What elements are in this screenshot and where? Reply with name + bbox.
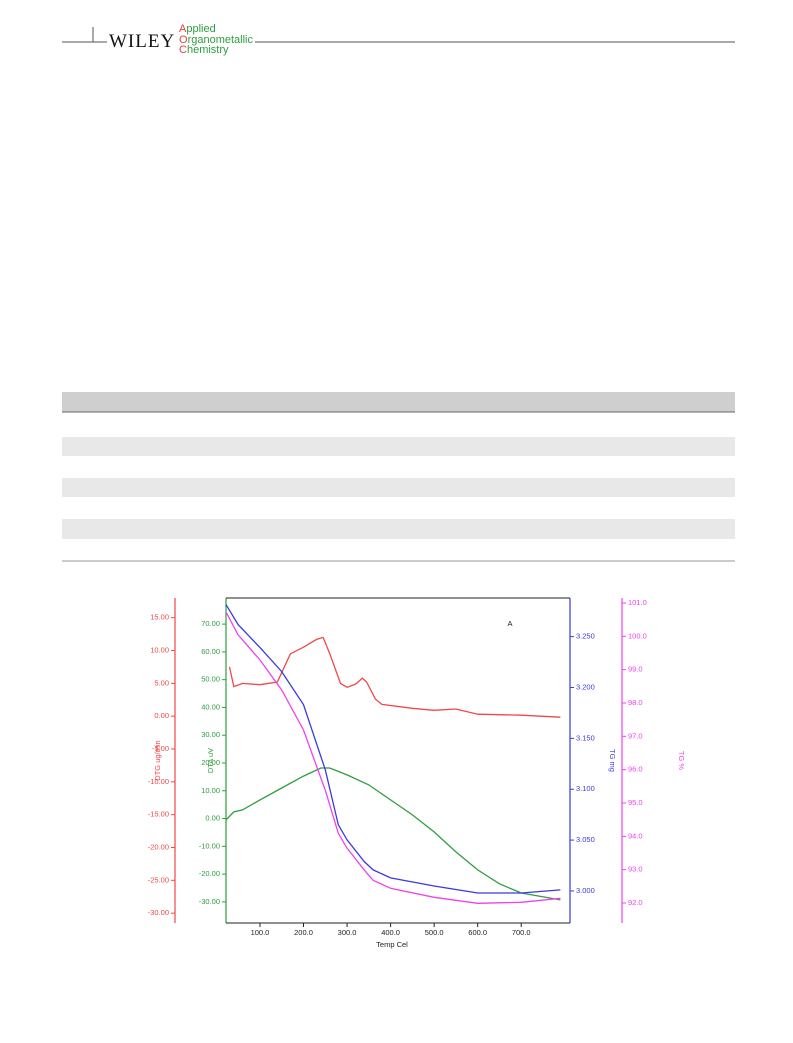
y-axis-title: TG % <box>677 751 686 770</box>
x-tick-label: 700.0 <box>512 928 531 937</box>
y-axis-title: TG mg <box>608 749 617 772</box>
y-tick-label: 95.0 <box>628 798 643 807</box>
y-axis-title: DTG ug/min <box>153 740 162 780</box>
y-tick-label: 99.0 <box>628 665 643 674</box>
y-tick-label: 100.0 <box>628 631 647 640</box>
table-stripe <box>62 519 735 539</box>
y-tick-label: 3.200 <box>576 682 595 691</box>
x-axis-title: Temp Cel <box>376 940 408 949</box>
x-tick-label: 100.0 <box>251 928 270 937</box>
y-tick-label: 3.250 <box>576 632 595 641</box>
table-stripe <box>62 437 735 456</box>
table-header <box>62 392 735 412</box>
y-tick-label: 30.00 <box>201 730 220 739</box>
y-tick-label: 97.0 <box>628 731 643 740</box>
y-tick-label: -30.00 <box>199 897 220 906</box>
y-axis-title: DTA uV <box>206 748 215 773</box>
y-tick-label: -10.00 <box>148 777 169 786</box>
y-tick-label: 10.00 <box>150 646 169 655</box>
data-line <box>225 611 561 904</box>
y-tick-label: -10.00 <box>199 841 220 850</box>
journal-name: Applied Organometallic Chemistry <box>177 24 255 56</box>
y-tick-label: 10.00 <box>201 786 220 795</box>
journal-word: Organometallic <box>179 33 253 46</box>
y-tick-label: 3.000 <box>576 886 595 895</box>
y-tick-label: 98.0 <box>628 698 643 707</box>
x-tick-label: 200.0 <box>294 928 313 937</box>
y-tick-label: -25.00 <box>148 875 169 884</box>
y-tick-label: 96.0 <box>628 765 643 774</box>
y-tick-label: 0.00 <box>154 711 169 720</box>
data-line <box>228 636 561 718</box>
y-tick-label: 20.00 <box>201 758 220 767</box>
y-tick-label: 3.150 <box>576 733 595 742</box>
y-tick-label: -30.00 <box>148 908 169 917</box>
y-tick-label: -15.00 <box>148 810 169 819</box>
y-tick-label: 93.0 <box>628 865 643 874</box>
y-tick-label: 94.0 <box>628 831 643 840</box>
y-tick-label: 60.00 <box>201 647 220 656</box>
y-tick-label: -20.00 <box>199 869 220 878</box>
table-stripe <box>62 478 735 497</box>
y-tick-label: 3.100 <box>576 784 595 793</box>
y-tick-label: 15.00 <box>150 613 169 622</box>
data-line <box>225 604 561 894</box>
y-tick-label: 101.0 <box>628 598 647 607</box>
x-tick-label: 400.0 <box>381 928 400 937</box>
y-tick-label: -20.00 <box>148 842 169 851</box>
x-tick-label: 600.0 <box>468 928 487 937</box>
journal-word: Chemistry <box>179 44 229 56</box>
y-tick-label: 70.00 <box>201 619 220 628</box>
journal-word: Applied <box>179 23 216 35</box>
y-tick-label: 3.050 <box>576 835 595 844</box>
y-tick-label: 0.00 <box>205 814 220 823</box>
x-tick-label: 500.0 <box>425 928 444 937</box>
y-tick-label: 5.00 <box>154 678 169 687</box>
data-line <box>225 767 561 901</box>
y-tick-label: 40.00 <box>201 702 220 711</box>
x-tick-label: 300.0 <box>338 928 357 937</box>
y-tick-label: -5.00 <box>152 744 169 753</box>
y-tick-label: 92.0 <box>628 898 643 907</box>
panel-label: A <box>507 619 512 628</box>
y-tick-label: 50.00 <box>201 675 220 684</box>
publisher-logo: WILEY <box>107 31 178 53</box>
